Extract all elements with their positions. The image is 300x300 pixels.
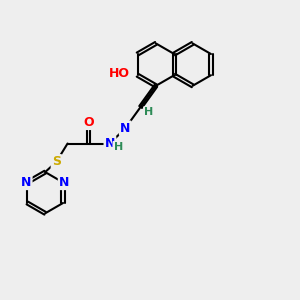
Text: S: S [52,155,61,168]
Text: N: N [120,122,130,135]
Text: N: N [21,176,31,189]
Text: H: H [114,142,123,152]
Text: N: N [59,176,69,189]
Text: O: O [83,116,94,129]
Text: H: H [144,107,153,117]
Text: N: N [105,137,115,150]
Text: HO: HO [109,67,130,80]
